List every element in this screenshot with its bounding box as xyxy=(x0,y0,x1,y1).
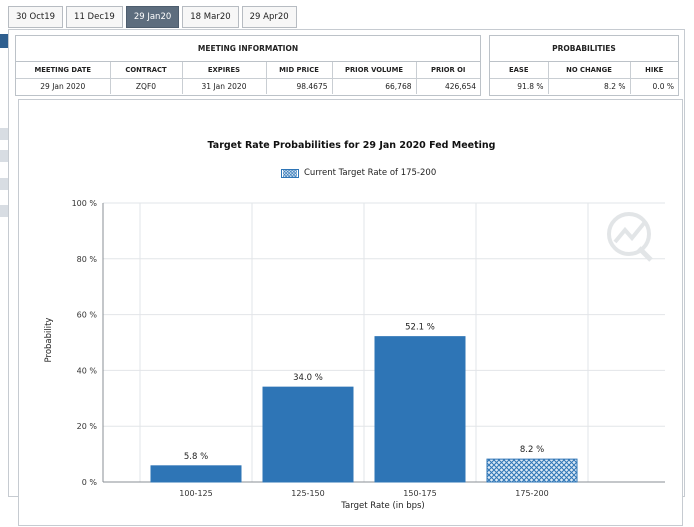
chart-title: Target Rate Probabilities for 29 Jan 202… xyxy=(207,140,496,151)
table-row: 91.8 % 8.2 % 0.0 % xyxy=(490,78,678,94)
x-tick-label: 125-150 xyxy=(291,489,324,498)
watermark-logo-icon xyxy=(607,212,653,262)
mid-price-value: 98.4675 xyxy=(266,78,333,94)
legend-label: Current Target Rate of 175-200 xyxy=(304,168,437,178)
left-sidebar-strip xyxy=(0,0,8,497)
sidebar-marker xyxy=(0,128,8,140)
table-row: 29 Jan 2020 ZQF0 31 Jan 2020 98.4675 66,… xyxy=(16,78,480,94)
meeting-date-value: 29 Jan 2020 xyxy=(16,78,111,94)
no-change-value: 8.2 % xyxy=(548,78,631,94)
probabilities-panel: PROBABILITIES EASE NO CHANGE HIKE 91.8 %… xyxy=(489,35,679,96)
header-no-change: NO CHANGE xyxy=(548,62,631,79)
ease-value: 91.8 % xyxy=(490,78,549,94)
tab-30-oct19[interactable]: 30 Oct19 xyxy=(8,6,64,28)
y-tick-label: 40 % xyxy=(77,366,98,375)
x-tick-label: 100-125 xyxy=(179,489,212,498)
data-label: 5.8 % xyxy=(184,452,208,462)
bar-125-150 xyxy=(262,386,354,483)
chart-container: Target Rate Probabilities for 29 Jan 202… xyxy=(18,99,683,526)
bar-175-200 xyxy=(486,458,578,483)
y-tick-label: 80 % xyxy=(77,255,98,264)
header-prior-oi: PRIOR OI xyxy=(416,62,480,79)
content-frame: MEETING INFORMATION MEETING DATE CONTRAC… xyxy=(8,29,685,526)
meeting-date-tabs: 30 Oct19 11 Dec19 29 Jan20 18 Mar20 29 A… xyxy=(8,6,297,30)
legend-swatch-icon xyxy=(281,168,299,178)
y-tick-label: 60 % xyxy=(77,311,98,320)
x-tick-label: 175-200 xyxy=(515,489,548,498)
header-hike: HIKE xyxy=(630,62,678,79)
prior-oi-value: 426,654 xyxy=(444,81,476,91)
sidebar-marker xyxy=(0,205,8,217)
probabilities-table: EASE NO CHANGE HIKE 91.8 % 8.2 % 0.0 % xyxy=(490,62,678,94)
expires-value: 31 Jan 2020 xyxy=(182,78,267,94)
sidebar-marker xyxy=(0,150,8,162)
header-mid-price: MID PRICE xyxy=(266,62,333,79)
tab-29-apr20[interactable]: 29 Apr20 xyxy=(241,6,297,28)
meeting-information-panel: MEETING INFORMATION MEETING DATE CONTRAC… xyxy=(15,35,481,96)
y-axis-title: Probability xyxy=(44,318,54,363)
table-header-row: EASE NO CHANGE HIKE xyxy=(490,62,678,79)
y-tick-label: 0 % xyxy=(82,478,98,487)
y-tick-label: 20 % xyxy=(77,422,98,431)
tab-18-mar20[interactable]: 18 Mar20 xyxy=(182,6,239,28)
data-label: 52.1 % xyxy=(405,323,435,333)
hike-value: 0.0 % xyxy=(652,81,674,91)
tab-29-jan20[interactable]: 29 Jan20 xyxy=(125,6,180,28)
bar-chart-plot: 0 % 20 % 40 % 60 % 80 % 100 % 100-125 125-150 15… xyxy=(44,199,665,511)
header-prior-volume: PRIOR VOLUME xyxy=(332,62,417,79)
contract-value: ZQF0 xyxy=(110,78,183,94)
meeting-information-title: MEETING INFORMATION xyxy=(16,36,480,62)
bar-150-175 xyxy=(374,336,466,483)
y-tick-label: 100 % xyxy=(72,199,98,208)
sidebar-marker xyxy=(0,178,8,190)
sidebar-marker xyxy=(0,34,8,48)
data-label: 8.2 % xyxy=(520,445,544,455)
header-expires: EXPIRES xyxy=(182,62,267,79)
x-tick-label: 150-175 xyxy=(403,489,436,498)
header-meeting-date: MEETING DATE xyxy=(16,62,111,79)
meeting-information-table: MEETING DATE CONTRACT EXPIRES MID PRICE … xyxy=(16,62,480,94)
probabilities-title: PROBABILITIES xyxy=(490,36,678,62)
table-header-row: MEETING DATE CONTRACT EXPIRES MID PRICE … xyxy=(16,62,480,79)
chart-legend: Current Target Rate of 175-200 xyxy=(281,168,436,178)
header-ease: EASE xyxy=(490,62,549,79)
header-contract: CONTRACT xyxy=(110,62,183,79)
data-label: 34.0 % xyxy=(293,373,323,383)
tab-11-dec19[interactable]: 11 Dec19 xyxy=(66,6,123,28)
x-axis-title: Target Rate (in bps) xyxy=(340,501,425,511)
prior-volume-value: 66,768 xyxy=(332,78,417,94)
bar-100-125 xyxy=(150,465,242,483)
